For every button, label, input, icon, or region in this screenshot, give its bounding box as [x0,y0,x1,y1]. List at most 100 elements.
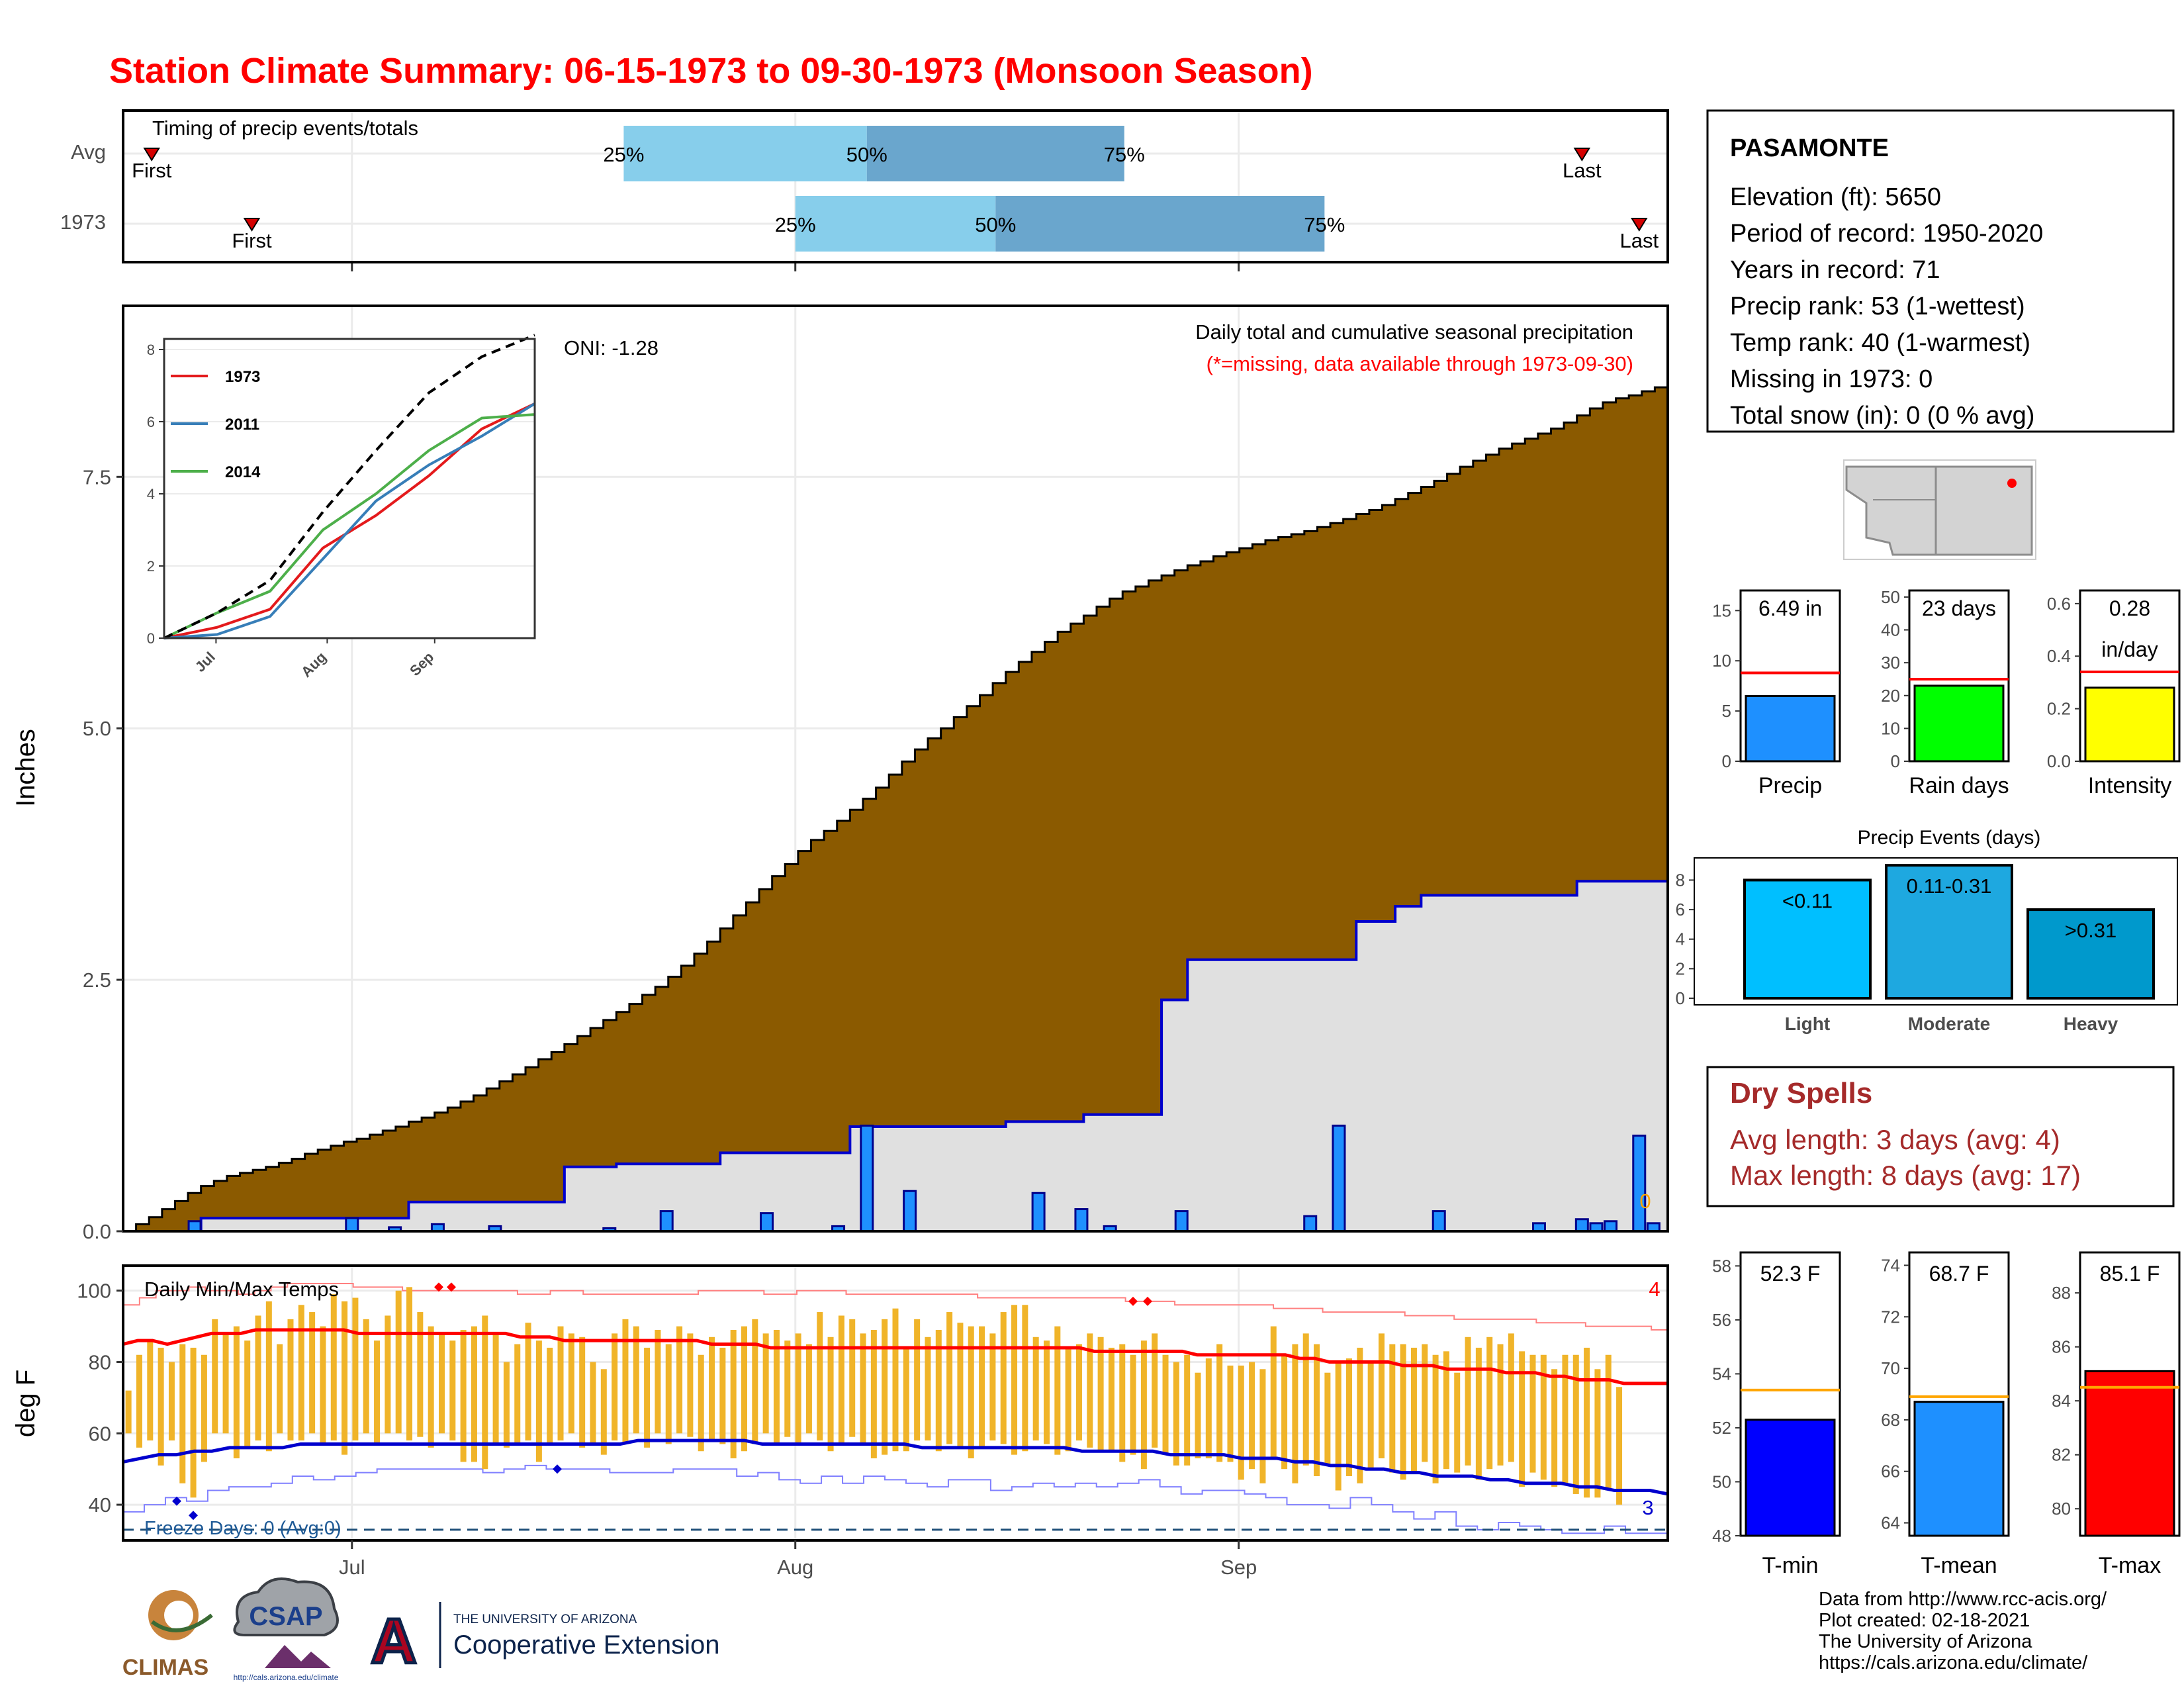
summary-bar [2084,686,2175,763]
daily-temp-range-bar [590,1362,596,1444]
timing-row-avg: Avg [71,140,106,164]
daily-temp-range-bar [698,1354,704,1452]
daily-temp-range-bar [277,1344,283,1434]
daily-temp-range-bar [925,1336,931,1441]
daily-temp-range-bar [363,1319,369,1434]
precip-y-tick-label: 0.0 [83,1220,111,1243]
daily-temp-range-bar [1475,1347,1482,1480]
daily-temp-range-bar [406,1287,413,1441]
daily-temp-range-bar [1238,1365,1244,1480]
daily-precip-bar [1632,1135,1647,1233]
summary-y-tick-label: 15 [1712,600,1731,620]
temp-bar-y-tick-label: 66 [1881,1462,1900,1481]
daily-temp-range-bar [1584,1347,1590,1498]
daily-precip-bar [1174,1210,1189,1233]
daily-temp-range-bar [1249,1362,1255,1470]
temp-bar-y-tick-label: 82 [2052,1445,2071,1465]
temp-panel: 40 60 80 100 deg F Daily Min/Max Temps Free… [11,1264,1669,1579]
daily-temp-range-bar [136,1354,142,1448]
timing-q25-label: 25% [775,213,816,236]
summary-y-tick-label: 40 [1881,620,1900,640]
footer-line: https://cals.arizona.edu/climate/ [1819,1652,2088,1673]
temp-caption: Daily Min/Max Temps [144,1278,339,1301]
events-y-tick-label: 8 [1676,870,1685,890]
daily-temp-range-bar [1378,1333,1385,1459]
daily-temp-range-bar [374,1340,381,1444]
daily-temp-range-bar [385,1315,391,1434]
temp-y-tick-label: 40 [89,1493,111,1517]
dry-spells-box: Dry Spells Avg length: 3 days (avg: 4) M… [1706,1066,2175,1207]
daily-temp-range-bar [298,1305,304,1441]
daily-temp-range-bar [817,1312,823,1441]
timing-q75-label: 75% [1304,213,1345,236]
daily-temp-range-bar [428,1326,434,1448]
inset-legend-label: 2011 [225,416,259,434]
daily-temp-range-bar [1044,1340,1050,1444]
summary-y-tick-label: 0.6 [2047,594,2071,614]
daily-temp-range-bar [1432,1354,1439,1483]
daily-precip-bar [187,1220,202,1233]
temp-y-tick-label: 80 [89,1351,111,1374]
station-info-line: Period of record: 1950-2020 [1730,220,2043,248]
timing-q25-q50-bar [795,196,996,252]
station-info-line: Temp rank: 40 (1-warmest) [1730,329,2030,357]
daily-temp-range-bar [1486,1336,1493,1470]
daily-temp-range-bar [1572,1354,1579,1494]
temp-bar-y-tick-label: 86 [2052,1337,2071,1357]
precip-y-tick-label: 5.0 [83,717,111,740]
inset-y-tick-label: 8 [147,342,155,358]
temp-bar-y-tick-label: 56 [1712,1310,1731,1330]
daily-temp-range-bar [471,1326,477,1462]
daily-temp-range-bar [1594,1369,1601,1498]
record-low-diamond-icon [189,1511,198,1521]
month-label: Jul [339,1556,365,1579]
ua-cooperative-extension-logo: A THE UNIVERSITY OF ARIZONA Cooperative … [361,1602,719,1679]
last-event-label: Last [1619,229,1659,252]
daily-temp-range-bar [676,1326,683,1434]
station-info-line: Precip rank: 53 (1-wettest) [1730,293,2025,320]
daily-temp-range-bar [1292,1344,1298,1483]
timing-row-year: 1973 [60,211,106,234]
ua-logo-letter: A [371,1606,416,1677]
dry-spells-avg: Avg length: 3 days (avg: 4) [1730,1124,2060,1155]
daily-temp-range-bar [158,1347,164,1466]
daily-temp-range-bar [190,1347,197,1498]
daily-temp-range-bar [1400,1344,1406,1480]
inset-series-line [163,402,536,639]
temp-bar-y-tick-label: 80 [2052,1499,2071,1519]
daily-temp-range-bar [417,1312,424,1437]
record-high-diamond-icon [1143,1296,1152,1306]
first-event-marker-icon [243,218,261,232]
daily-temp-range-bar [222,1333,229,1434]
precip-event-value: <0.11 [1782,889,1833,912]
events-y-tick-label: 4 [1676,929,1685,949]
avg-min-line [122,1438,1668,1496]
temp-bar-y-tick-label: 68 [1881,1410,1900,1430]
daily-temp-range-bar [979,1326,985,1448]
daily-temp-range-bar [600,1369,607,1455]
events-y-tick-label: 0 [1676,988,1685,1008]
daily-temp-range-bar [1443,1351,1449,1470]
daily-temp-range-bar [1346,1358,1353,1476]
daily-temp-range-bar [1281,1354,1288,1470]
timing-q25-q50-bar [623,126,867,181]
ua-logo-small: THE UNIVERSITY OF ARIZONA [453,1613,637,1626]
daily-temp-range-bar [1087,1333,1093,1448]
dry-spells-title: Dry Spells [1730,1077,1872,1109]
daily-temp-range-bar [1205,1358,1212,1459]
summary-y-tick-label: 50 [1881,587,1900,607]
inset-y-tick-label: 6 [147,414,155,430]
missing-count: 0 [1639,1190,1651,1213]
year-cumulative-line [123,880,1668,1233]
record-high-line [123,1282,1668,1331]
daily-temp-range-bar [1032,1336,1039,1441]
summary-y-tick-label: 10 [1881,718,1900,738]
record-high-diamond-icon [434,1282,443,1292]
precip-event-bar [1885,864,2013,1000]
daily-temp-range-bar [795,1333,801,1444]
daily-temp-range-bar [838,1315,844,1444]
summary-y-tick-label: 0.2 [2047,699,2071,719]
csap-logo: CSAP http://cals.arizona.edu/climate [233,1577,339,1682]
